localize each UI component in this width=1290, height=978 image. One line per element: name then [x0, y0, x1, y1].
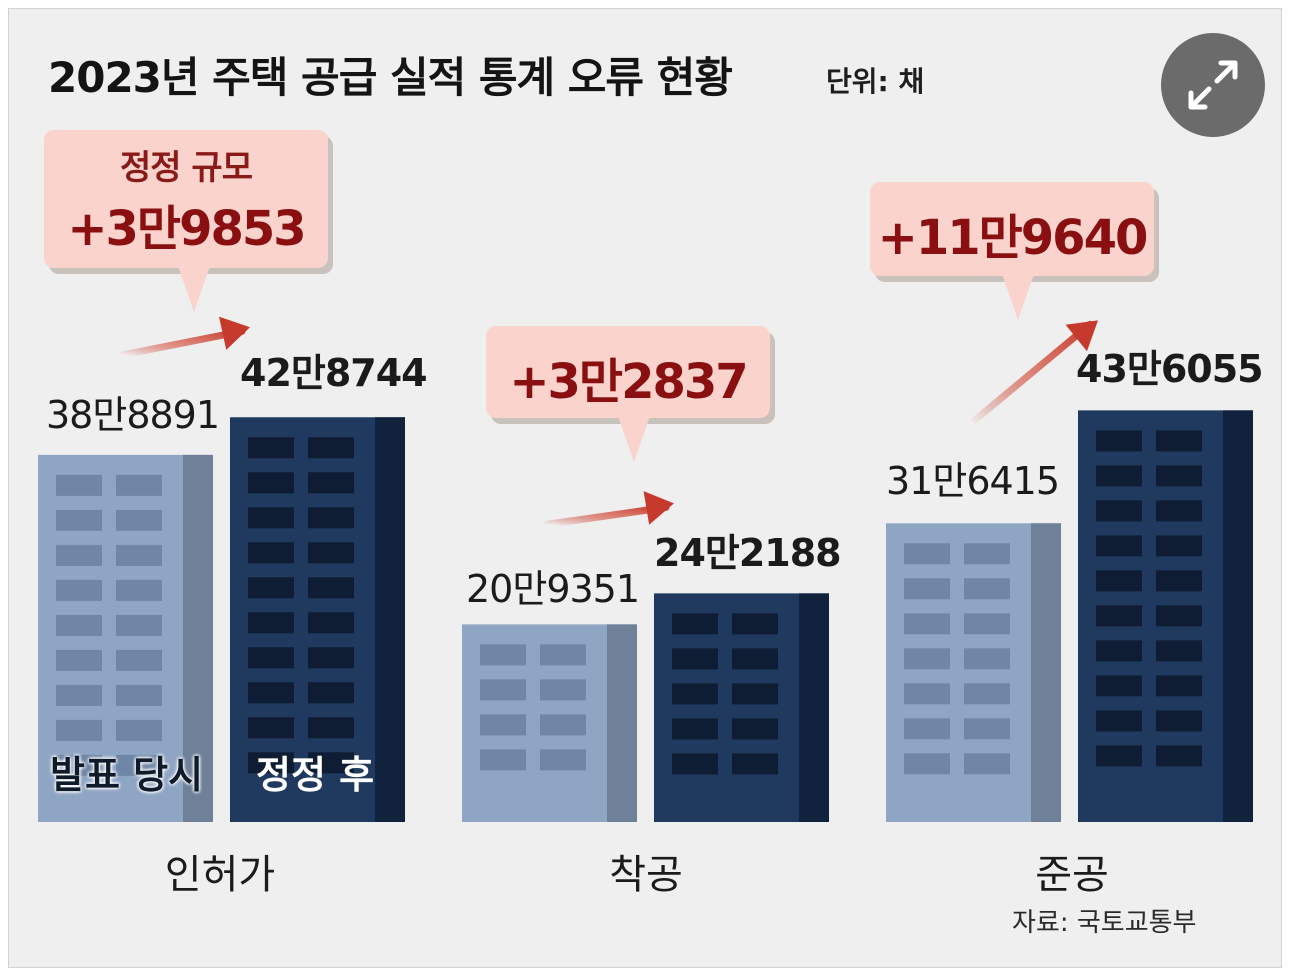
expand-arrows-icon	[1188, 60, 1238, 110]
correction-value-starts: +3만2837	[509, 354, 748, 410]
callout-tail	[1002, 274, 1034, 320]
callout-tail	[178, 266, 210, 312]
value-label-corrected-completions: 43만6055	[1076, 347, 1264, 391]
category-label-permits: 인허가	[164, 852, 276, 898]
correction-callout-starts: +3만2837	[486, 326, 770, 418]
value-label-announced-completions: 31만6415	[886, 459, 1060, 503]
correction-value-completions: +11만9640	[877, 210, 1149, 266]
category-label-starts: 착공	[609, 852, 683, 898]
source-note: 자료: 국토교통부	[1012, 908, 1197, 938]
increase-arrow-starts	[543, 491, 674, 528]
value-label-corrected-starts: 24만2188	[654, 531, 842, 575]
correction-value-permits: +3만9853	[67, 201, 306, 257]
bar-corrected-permits	[230, 417, 405, 822]
callout-label: 정정 규모	[120, 148, 253, 188]
value-label-announced-permits: 38만8891	[46, 393, 220, 437]
value-label-corrected-permits: 42만8744	[240, 351, 428, 395]
bar-corrected-starts	[654, 593, 829, 822]
callout-tail	[618, 416, 650, 462]
value-label-announced-starts: 20만9351	[466, 567, 640, 611]
unit-label: 단위: 채	[826, 65, 925, 98]
correction-callout-permits: 정정 규모 +3만9853	[44, 130, 328, 268]
increase-arrow-completions	[967, 320, 1098, 427]
bar-announced-permits	[38, 454, 213, 822]
expand-button[interactable]	[1161, 33, 1265, 137]
bar-announced-starts	[462, 624, 637, 822]
correction-callout-completions: +11만9640	[870, 182, 1154, 276]
category-label-completions: 준공	[1035, 852, 1109, 898]
increase-arrow-permits	[119, 316, 250, 359]
bar-announced-completions	[886, 523, 1061, 822]
legend-tag-announced: 발표 당시	[50, 753, 204, 797]
legend-tag-corrected: 정정 후	[256, 753, 375, 797]
chart-title: 2023년 주택 공급 실적 통계 오류 현황	[48, 53, 733, 102]
bar-corrected-completions	[1078, 410, 1253, 822]
